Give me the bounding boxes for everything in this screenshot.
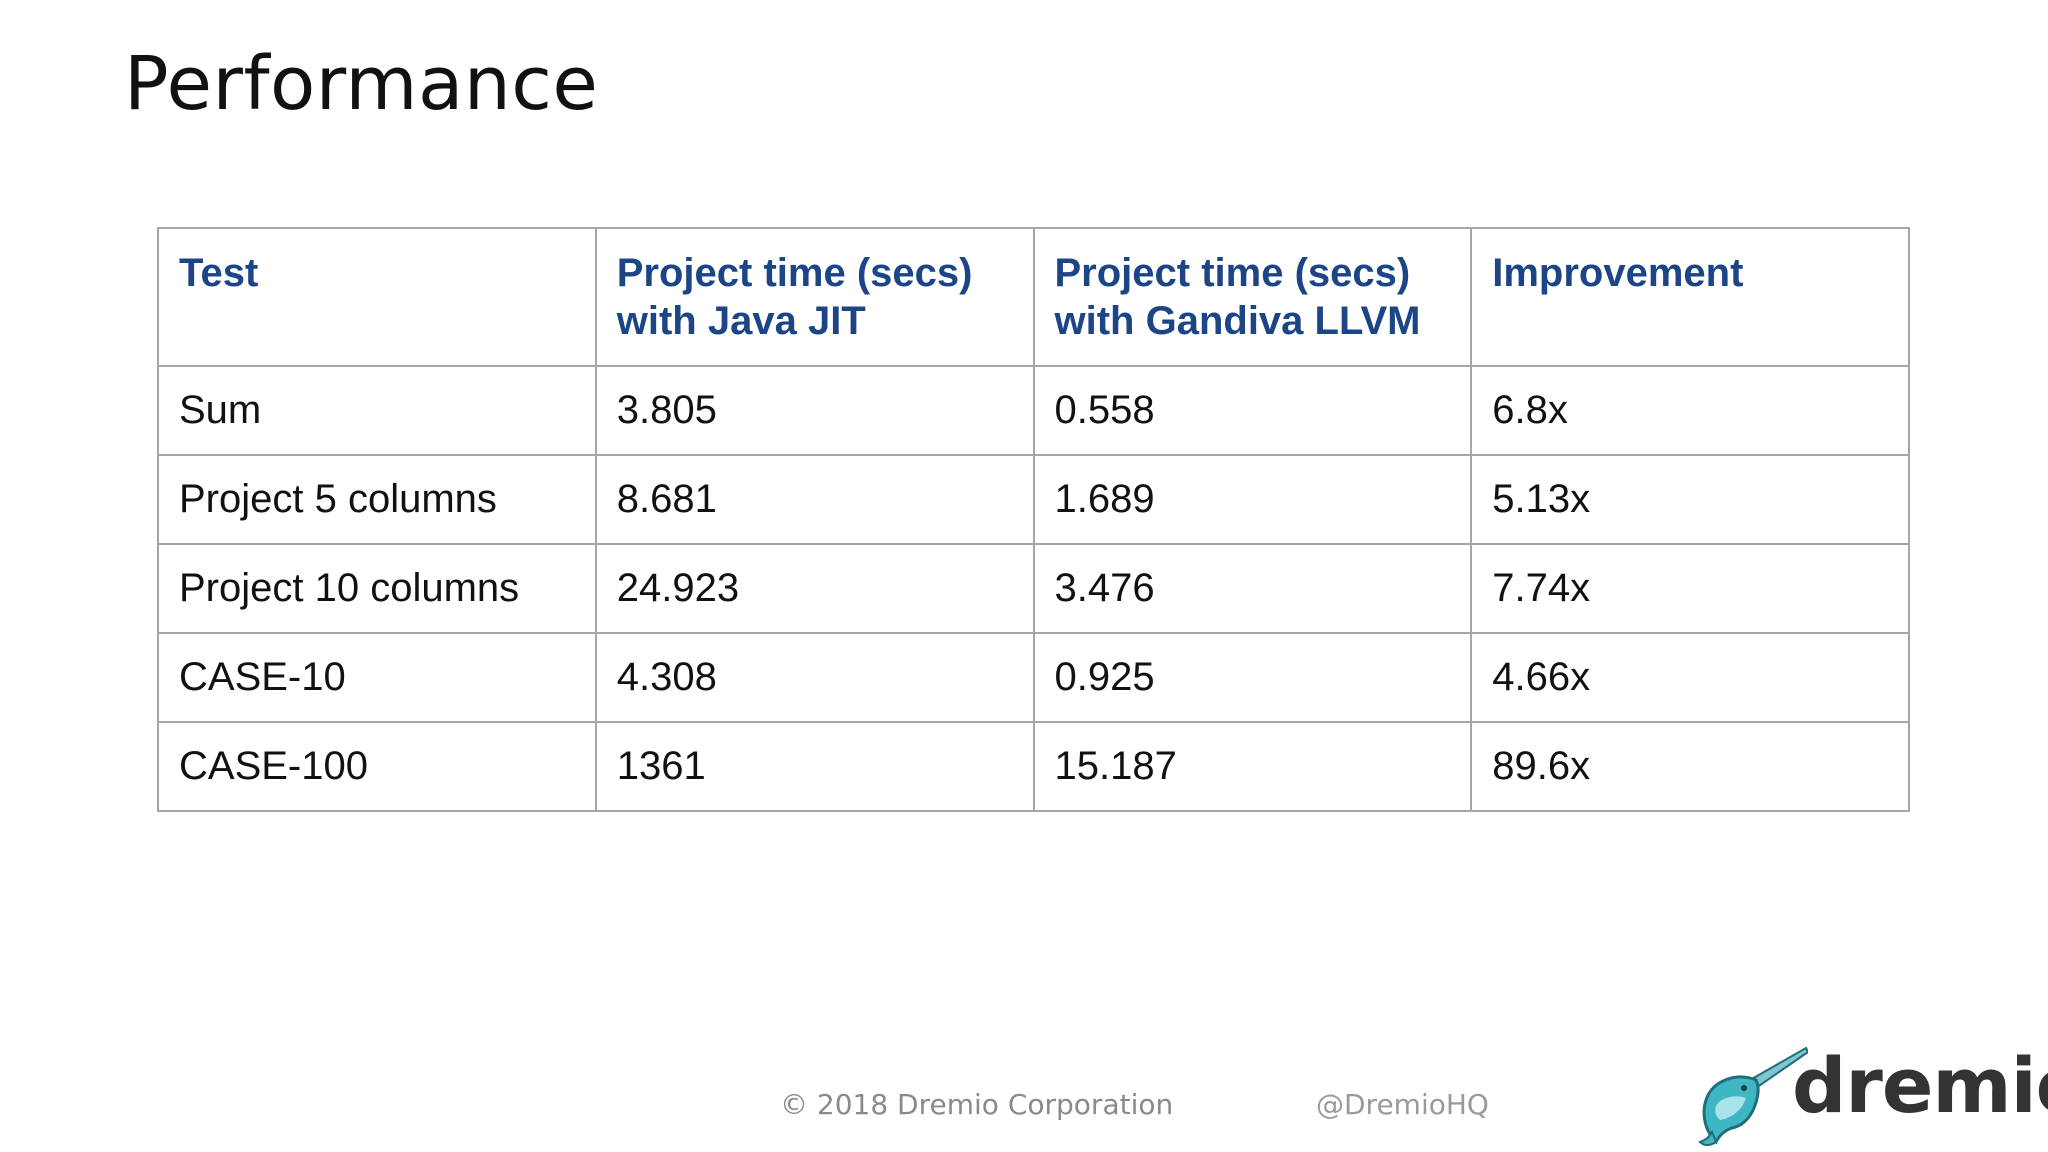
cell-test: CASE-10 [157,632,597,723]
dremio-logo: dremio [1698,1036,2048,1148]
header-gandiva-llvm-time: Project time (secs) with Gandiva LLVM [1032,227,1473,367]
cell-java-jit: 8.681 [594,454,1035,545]
cell-gandiva-llvm: 1.689 [1032,454,1473,545]
cell-java-jit: 24.923 [594,543,1035,634]
cell-java-jit: 4.308 [594,632,1035,723]
footer-copyright: © 2018 Dremio Corporation [780,1088,1174,1121]
table-row: Project 5 columns 8.681 1.689 5.13x [157,454,1910,545]
cell-gandiva-llvm: 15.187 [1032,721,1473,812]
table-row: CASE-10 4.308 0.925 4.66x [157,632,1910,723]
header-gandiva-llvm-time-text: Project time (secs) with Gandiva LLVM [1054,251,1421,343]
table-row: CASE-100 1361 15.187 89.6x [157,721,1910,812]
header-improvement: Improvement [1470,227,1910,367]
cell-gandiva-llvm: 0.558 [1032,365,1473,456]
cell-improvement: 89.6x [1470,721,1910,812]
cell-test: CASE-100 [157,721,597,812]
logo-wordmark: dremio [1792,1041,2048,1130]
header-java-jit-time-text: Project time (secs) with Java JIT [616,251,973,343]
cell-improvement: 6.8x [1470,365,1910,456]
header-test: Test [157,227,597,367]
cell-gandiva-llvm: 0.925 [1032,632,1473,723]
cell-test: Project 5 columns [157,454,597,545]
table-row: Project 10 columns 24.923 3.476 7.74x [157,543,1910,634]
cell-gandiva-llvm: 3.476 [1032,543,1473,634]
performance-table: Test Project time (secs) with Java JIT P… [157,227,1910,812]
slide-title: Performance [124,41,599,127]
cell-java-jit: 1361 [594,721,1035,812]
cell-test: Sum [157,365,597,456]
table-row: Sum 3.805 0.558 6.8x [157,365,1910,456]
footer-twitter-handle: @DremioHQ [1316,1088,1489,1121]
header-java-jit-time: Project time (secs) with Java JIT [594,227,1035,367]
cell-improvement: 7.74x [1470,543,1910,634]
narwhal-icon [1698,1046,1808,1146]
cell-improvement: 4.66x [1470,632,1910,723]
cell-java-jit: 3.805 [594,365,1035,456]
cell-test: Project 10 columns [157,543,597,634]
table-header-row: Test Project time (secs) with Java JIT P… [157,227,1910,367]
cell-improvement: 5.13x [1470,454,1910,545]
